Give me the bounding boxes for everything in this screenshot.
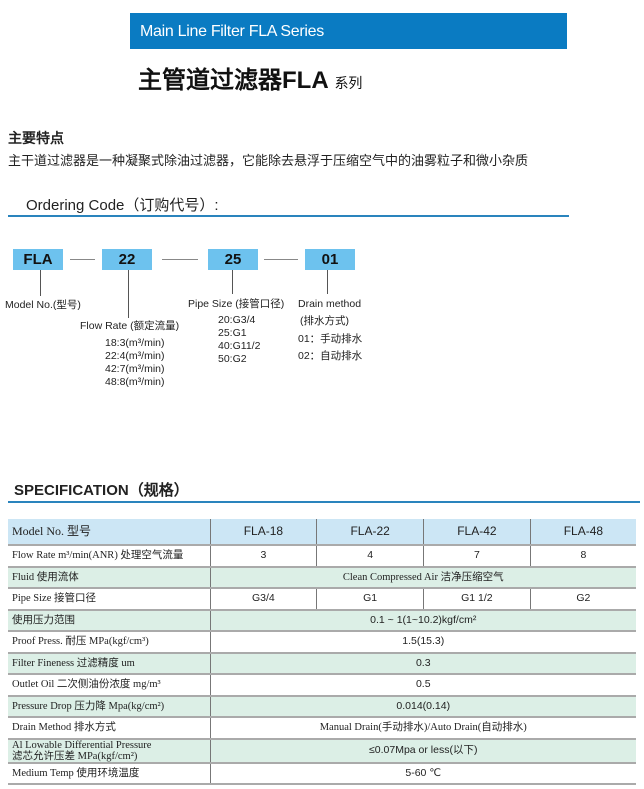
row-label: 使用压力范围: [8, 609, 210, 632]
column-header: FLA-22: [316, 519, 424, 546]
cell-value: 0.5: [209, 674, 636, 697]
table-row: Drain Method 排水方式 Manual Drain(手动排水)/Auto…: [8, 717, 636, 740]
pipe-label: Pipe Size (接管口径): [188, 298, 285, 310]
row-label-text: Outlet Oil 二次侧油份浓度 mg/m³: [12, 679, 161, 691]
row-label-text: Pressure Drop 压力降 Mpa(kg/cm²): [12, 700, 165, 712]
table-row: Fluid 使用流体 Clean Compressed Air 洁净压缩空气: [8, 566, 636, 589]
features-heading: 主要特点: [8, 130, 64, 146]
ordering-heading: Ordering Code（订购代号）:: [26, 197, 219, 214]
row-label: Filter Fineness 过滤精度 um: [8, 652, 210, 675]
connector-line: [232, 270, 233, 294]
row-header-label: Model No. 型号: [8, 519, 210, 546]
row-label-text: Pipe Size 接管口径: [12, 593, 96, 605]
row-label-text: Fluid 使用流体: [12, 571, 79, 583]
table-row: Pressure Drop 压力降 Mpa(kg/cm²) 0.014(0.14): [8, 695, 636, 718]
row-label: Outlet Oil 二次侧油份浓度 mg/m³: [8, 674, 210, 697]
row-label: Flow Rate m³/min(ANR) 处理空气流量: [8, 545, 210, 568]
series-banner: Main Line Filter FLA Series: [130, 13, 567, 49]
row-label: Drain Method 排水方式: [8, 717, 210, 740]
row-label-text: 滤芯允许压差 MPa(kgf/cm²): [12, 750, 138, 762]
table-row: Proof Press. 耐压 MPa(kgf/cm³) 1.5(15.3): [8, 631, 636, 654]
flow-value: 18:3(m³/min): [105, 337, 165, 349]
title-main: 主管道过滤器FLA: [138, 67, 328, 94]
cell-value: 0.1 ~ 1(1~10.2)kgf/cm²: [209, 609, 636, 632]
row-label: Proof Press. 耐压 MPa(kgf/cm³): [8, 631, 210, 654]
pipe-value: 40:G11/2: [218, 340, 261, 352]
cell-value: 0.3: [209, 652, 636, 675]
flow-value: 22:4(m³/min): [105, 350, 165, 362]
row-label-text: 使用压力范围: [12, 614, 75, 626]
row-label-text: Proof Press. 耐压 MPa(kgf/cm³): [12, 636, 149, 648]
column-header: FLA-42: [423, 519, 531, 546]
table-row: Al Lowable Differential Pressure 滤芯允许压差 M…: [8, 738, 636, 764]
table-row: Pipe Size 接管口径 G3/4 G1 G1 1/2 G2: [8, 588, 636, 611]
cell-value: G1 1/2: [423, 588, 531, 611]
cell-value: 1.5(15.3): [209, 631, 636, 654]
table-row: Outlet Oil 二次侧油份浓度 mg/m³ 0.5: [8, 674, 636, 697]
cell-value: G1: [316, 588, 424, 611]
cell-value: G3/4: [209, 588, 317, 611]
cell-value: 0.014(0.14): [209, 695, 636, 718]
row-label-text: Drain Method 排水方式: [12, 722, 116, 734]
spec-divider: [8, 501, 640, 503]
cell-value: 8: [529, 545, 636, 568]
cell-value: 3: [209, 545, 317, 568]
flow-label: Flow Rate (额定流量): [80, 320, 180, 332]
pipe-values: 20:G3/4 25:G1 40:G11/2 50:G2: [218, 314, 260, 366]
page-title: 主管道过滤器FLA 系列: [138, 60, 362, 95]
code-box-flow: 22: [102, 249, 152, 270]
connector-line: [327, 270, 328, 294]
model-label: Model No.(型号): [5, 299, 81, 311]
table-row: Flow Rate m³/min(ANR) 处理空气流量 3 4 7 8: [8, 545, 636, 568]
flow-value: 42:7(m³/min): [105, 363, 165, 375]
row-label: Medium Temp 使用环境温度: [8, 762, 210, 785]
cell-value: ≤0.07Mpa or less(以下): [209, 738, 636, 764]
table-row: Filter Fineness 过滤精度 um 0.3: [8, 652, 636, 675]
connector-line: [128, 270, 129, 318]
cell-value: G2: [529, 588, 636, 611]
connector-line: [40, 270, 41, 296]
dash: [162, 259, 198, 260]
features-text: 主干道过滤器是一种凝聚式除油过滤器，它能除去悬浮于压缩空气中的油雾粒子和微小杂质: [8, 153, 529, 168]
ordering-divider: [8, 215, 569, 217]
flow-value: 48:8(m³/min): [105, 376, 165, 388]
row-label-text: Al Lowable Differential Pressure: [12, 739, 152, 751]
row-label: Pressure Drop 压力降 Mpa(kg/cm²): [8, 695, 210, 718]
table-row: 使用压力范围 0.1 ~ 1(1~10.2)kgf/cm²: [8, 609, 636, 632]
row-label: Al Lowable Differential Pressure 滤芯允许压差 M…: [8, 738, 210, 764]
row-label-text: Filter Fineness 过滤精度 um: [12, 657, 135, 669]
code-box-drain: 01: [305, 249, 355, 270]
dash: [264, 259, 298, 260]
code-box-model: FLA: [13, 249, 63, 270]
drain-label: Drain method: [298, 298, 362, 310]
cell-value: 5-60 ℃: [209, 762, 636, 785]
flow-values: 18:3(m³/min) 22:4(m³/min) 42:7(m³/min) 4…: [105, 337, 165, 389]
cell-value: 7: [423, 545, 531, 568]
drain-label-cn: (排水方式): [300, 315, 349, 327]
table-row: Medium Temp 使用环境温度 5-60 ℃: [8, 762, 636, 785]
row-label: Pipe Size 接管口径: [8, 588, 210, 611]
spec-table: Model No. 型号 FLA-18 FLA-22 FLA-42 FLA-48 Flow…: [8, 519, 636, 785]
cell-value: 4: [316, 545, 424, 568]
pipe-value: 50:G2: [218, 353, 247, 365]
pipe-value: 25:G1: [218, 327, 247, 339]
row-label-text: Medium Temp 使用环境温度: [12, 767, 140, 779]
spec-heading: SPECIFICATION（规格）: [14, 482, 189, 499]
pipe-value: 20:G3/4: [218, 314, 256, 326]
row-label-text: Flow Rate m³/min(ANR) 处理空气流量: [12, 550, 184, 562]
drain-value: 01：手动排水: [298, 333, 363, 345]
cell-value: Manual Drain(手动排水)/Auto Drain(自动排水): [209, 717, 636, 740]
title-suffix: 系列: [334, 75, 363, 91]
code-box-pipe: 25: [208, 249, 258, 270]
table-header-row: Model No. 型号 FLA-18 FLA-22 FLA-42 FLA-48: [8, 519, 636, 546]
dash: [70, 259, 95, 260]
column-header: FLA-18: [209, 519, 317, 546]
column-header: FLA-48: [529, 519, 636, 546]
row-label: Fluid 使用流体: [8, 566, 210, 589]
cell-value: Clean Compressed Air 洁净压缩空气: [209, 566, 636, 589]
drain-value: 02：自动排水: [298, 350, 363, 362]
